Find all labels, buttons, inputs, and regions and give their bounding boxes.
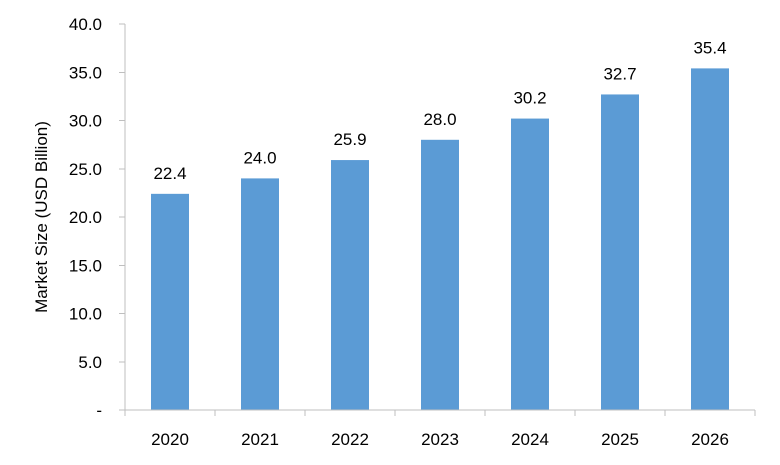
y-tick-label: 20.0 [69,208,102,227]
y-tick-label: 30.0 [69,112,102,131]
y-axis-title: Market Size (USD Billion) [32,121,51,313]
x-tick-label: 2020 [151,430,189,449]
x-tick-label: 2026 [691,430,729,449]
y-axis-ticks: - 5.0 10.0 15.0 20.0 25.0 30.0 35.0 40.0 [69,15,125,420]
bar [421,139,459,411]
bar [691,68,729,410]
bar-value-label: 35.4 [693,38,726,57]
x-tick-label: 2025 [601,430,639,449]
bar [241,178,279,410]
bar [601,94,639,410]
bar [151,193,189,410]
x-tick-label: 2021 [241,430,279,449]
x-tick-label: 2022 [331,430,369,449]
x-axis-ticks: 2020 2021 2022 2023 2024 2025 2026 [124,410,756,449]
bar-value-label: 28.0 [423,110,456,129]
data-labels: 22.4 24.0 25.9 28.0 30.2 32.7 35.4 [153,38,726,182]
y-tick-label: - [96,401,102,420]
y-tick-label: 5.0 [78,353,102,372]
y-tick-label: 40.0 [69,15,102,34]
bar-value-label: 22.4 [153,164,186,183]
y-tick-label: 25.0 [69,160,102,179]
bar [331,160,369,410]
bar [511,118,549,410]
x-tick-label: 2023 [421,430,459,449]
bars [151,68,729,411]
y-tick-label: 10.0 [69,305,102,324]
bar-value-label: 30.2 [513,89,546,108]
bar-value-label: 25.9 [333,130,366,149]
x-tick-label: 2024 [511,430,549,449]
bar-value-label: 24.0 [243,148,276,167]
y-tick-label: 35.0 [69,63,102,82]
bar-value-label: 32.7 [603,64,636,83]
y-tick-label: 15.0 [69,256,102,275]
